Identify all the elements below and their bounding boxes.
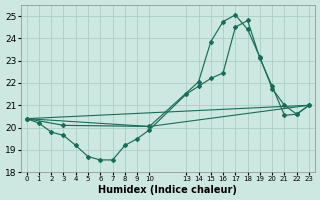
X-axis label: Humidex (Indice chaleur): Humidex (Indice chaleur) xyxy=(98,185,237,195)
